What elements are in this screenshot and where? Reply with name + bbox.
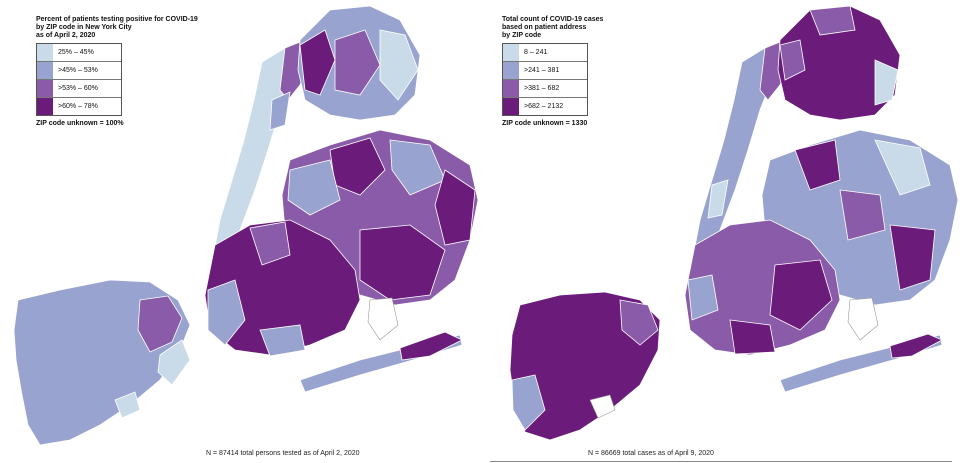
left-title-line-1: Percent of patients testing positive for… bbox=[36, 16, 198, 23]
brooklyn-west bbox=[207, 279, 246, 346]
legend-swatch bbox=[37, 44, 53, 61]
staten-island-north bbox=[619, 299, 659, 346]
harlem bbox=[269, 91, 291, 131]
right-legend-item-3: >381 – 682 bbox=[503, 80, 587, 98]
left-legend-item-2: >45% – 53% bbox=[37, 62, 121, 80]
midtown bbox=[707, 179, 729, 219]
legend-swatch bbox=[37, 62, 53, 79]
left-legend-item-3: >53% – 60% bbox=[37, 80, 121, 98]
bronx-west bbox=[299, 29, 336, 96]
left-title-line-3: as of April 2, 2020 bbox=[36, 32, 96, 39]
bronx-west bbox=[779, 39, 806, 81]
right-legend-item-1: 8 – 241 bbox=[503, 44, 587, 62]
brooklyn-south bbox=[729, 319, 776, 355]
queens-northeast bbox=[874, 139, 931, 196]
right-title-line-3: by ZIP code bbox=[502, 32, 542, 39]
legend-label: >241 – 381 bbox=[524, 66, 560, 74]
brooklyn-north bbox=[249, 221, 291, 266]
left-legend-item-4: >60% – 78% bbox=[37, 98, 121, 115]
right-legend-item-4: >682 – 2132 bbox=[503, 98, 587, 115]
legend-swatch bbox=[37, 80, 53, 97]
legend-label: 8 – 241 bbox=[524, 48, 548, 56]
queens-central bbox=[839, 189, 886, 241]
staten-island-south bbox=[589, 394, 616, 419]
legend-swatch bbox=[37, 98, 53, 115]
left-legend-items: 25% – 45% >45% – 53% >53% – 60% >60% – 7… bbox=[36, 43, 122, 116]
bronx-central bbox=[334, 29, 381, 96]
legend-label: >53% – 60% bbox=[58, 84, 98, 92]
queens-east bbox=[434, 169, 476, 246]
right-legend-items: 8 – 241 >241 – 381 >381 – 682 >682 – 213… bbox=[502, 43, 588, 116]
rockaway-east bbox=[889, 333, 943, 359]
jfk-area bbox=[367, 297, 399, 341]
brooklyn-east bbox=[769, 259, 833, 331]
queens-west bbox=[287, 159, 341, 216]
right-footnote: N = 86669 total cases as of April 9, 202… bbox=[588, 450, 714, 457]
legend-label: >45% – 53% bbox=[58, 66, 98, 74]
brooklyn-west bbox=[687, 274, 719, 321]
legend-swatch bbox=[503, 98, 519, 115]
bronx-east bbox=[379, 29, 419, 101]
queens-south bbox=[359, 224, 446, 301]
bronx-north bbox=[809, 5, 856, 36]
legend-label: >381 – 682 bbox=[524, 84, 560, 92]
left-footnote: N = 87414 total persons tested as of Apr… bbox=[206, 450, 360, 457]
right-map-title: Total count of COVID-19 cases based on p… bbox=[502, 16, 722, 40]
right-title-line-2: based on patient address bbox=[502, 24, 587, 31]
queens-north bbox=[794, 139, 841, 191]
left-choropleth-map bbox=[13, 5, 479, 446]
left-map-title: Percent of patients testing positive for… bbox=[36, 16, 256, 40]
legend-swatch bbox=[503, 62, 519, 79]
legend-swatch bbox=[503, 44, 519, 61]
bottom-rule bbox=[490, 461, 952, 462]
queens-northeast bbox=[389, 139, 446, 196]
right-choropleth-map bbox=[509, 5, 959, 441]
right-map-legend: Total count of COVID-19 cases based on p… bbox=[502, 16, 722, 128]
left-map-panel: Percent of patients testing positive for… bbox=[13, 5, 479, 457]
bronx-east bbox=[874, 59, 899, 106]
legend-label: 25% – 45% bbox=[58, 48, 94, 56]
queens-southeast bbox=[889, 224, 936, 291]
jfk-area bbox=[847, 297, 879, 341]
right-map-panel: Total count of COVID-19 cases based on p… bbox=[480, 0, 960, 463]
staten-island-west bbox=[511, 374, 546, 431]
rockaway-east bbox=[399, 331, 463, 361]
left-legend-item-1: 25% – 45% bbox=[37, 44, 121, 62]
legend-swatch bbox=[503, 80, 519, 97]
right-unknown-note: ZIP code unknown = 1330 bbox=[502, 120, 588, 127]
left-title-line-2: by ZIP code in New York City bbox=[36, 24, 132, 31]
legend-label: >60% – 78% bbox=[58, 102, 98, 110]
staten-island-north-shore bbox=[137, 295, 183, 353]
staten-island-south-shore bbox=[114, 391, 141, 419]
left-unknown-note: ZIP code unknown = 100% bbox=[36, 120, 124, 127]
staten-island-east-shore bbox=[157, 339, 191, 386]
right-legend-item-2: >241 – 381 bbox=[503, 62, 587, 80]
brooklyn-south bbox=[259, 324, 306, 357]
left-map-legend: Percent of patients testing positive for… bbox=[36, 16, 256, 128]
right-title-line-1: Total count of COVID-19 cases bbox=[502, 16, 604, 23]
legend-label: >682 – 2132 bbox=[524, 102, 564, 110]
